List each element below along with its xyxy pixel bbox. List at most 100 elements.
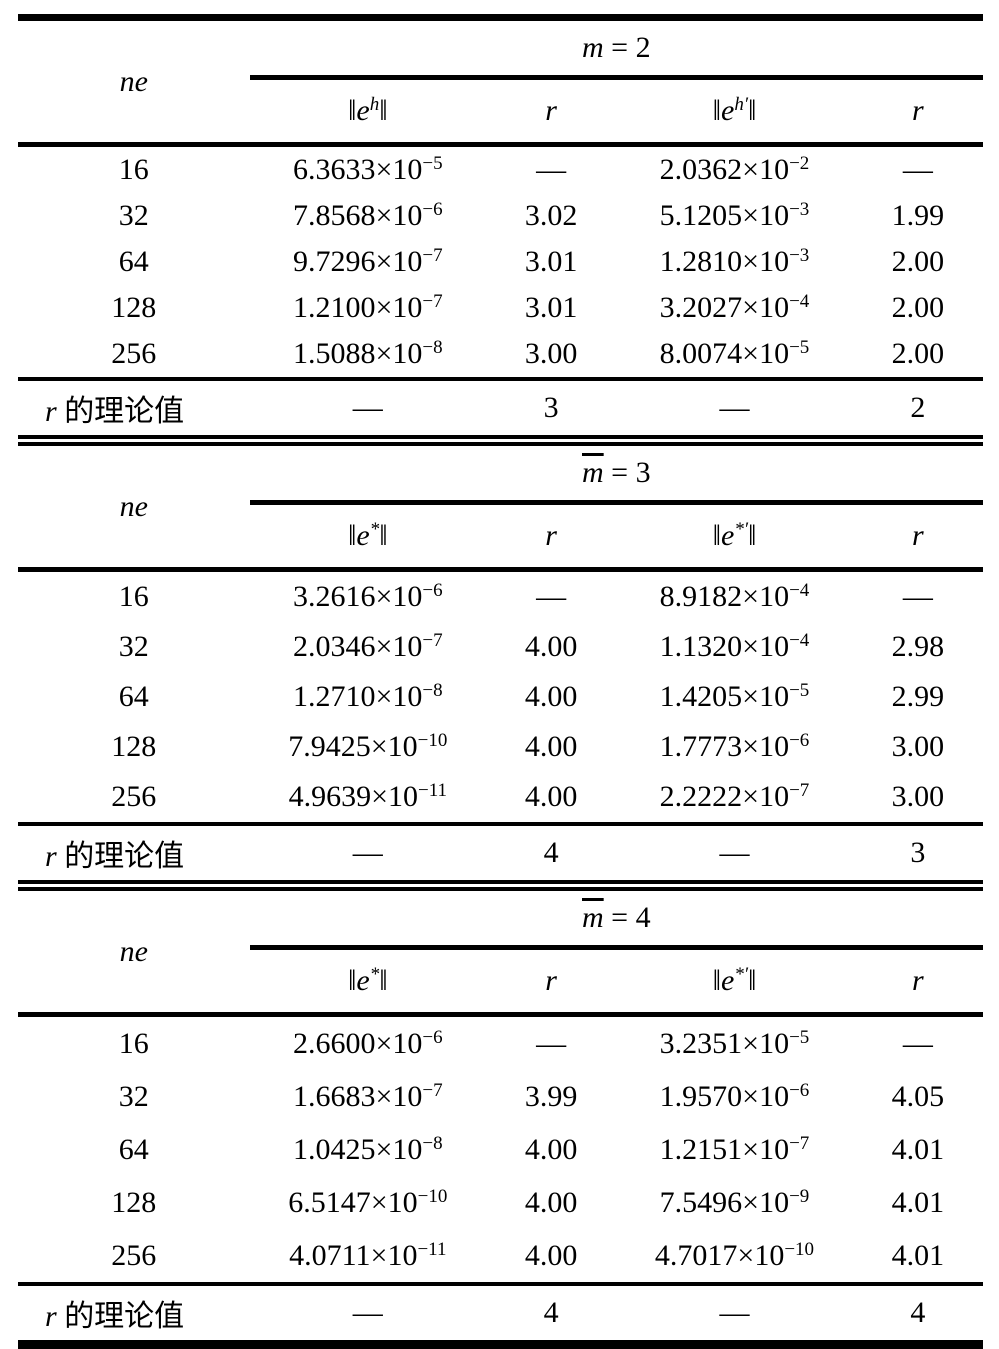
norm-open: ‖ xyxy=(712,519,721,552)
error-norm-value: 1.2710×10−8 xyxy=(292,680,443,713)
error-symbol: e xyxy=(721,964,735,997)
rate-header: r xyxy=(853,503,983,570)
error-norm-value: 2.0362×10−2 xyxy=(616,142,853,193)
error-norm-value: 2.6600×10−6 xyxy=(249,1012,487,1070)
error-norm-value: 1.2151×10−7 xyxy=(659,1132,810,1166)
norm-close: ‖ xyxy=(379,519,388,552)
rate-value: — xyxy=(486,142,617,193)
rate-header: r xyxy=(853,78,983,145)
table-row: 16 6.3633×10−5—2.0362×10−2— xyxy=(18,142,983,193)
table-m2: ne m = 2 ‖eh‖ r ‖eh′‖ r 16 6.3633×10−5—2.… xyxy=(18,14,983,446)
exponent: −6 xyxy=(789,730,810,751)
norm-open: ‖ xyxy=(712,94,721,127)
exponent: −5 xyxy=(789,337,810,358)
table-row: 32 7.8568×10−6 3.02 5.1205×10−3 1.99 xyxy=(18,193,983,239)
theory-value: 4 xyxy=(486,1282,617,1345)
error-norm-value: 7.5496×10−9 xyxy=(659,1185,810,1219)
error-superscript: * xyxy=(369,964,380,985)
rate-value: 3.01 xyxy=(524,245,578,278)
error-norm-value: 6.5147×10−10 xyxy=(288,1185,448,1219)
rate-value: 2.98 xyxy=(891,630,945,663)
error-norm-header: ‖eh‖ xyxy=(250,78,486,145)
exponent: −6 xyxy=(789,1079,810,1101)
exponent: −10 xyxy=(784,1238,815,1260)
theory-label: r 的理论值 xyxy=(18,822,250,886)
table-body: 16 3.2616×10−6—8.9182×10−4—32 2.0346×10−7 4… xyxy=(18,567,983,825)
theory-value: 4 xyxy=(852,1282,983,1345)
theory-value: 3 xyxy=(852,822,983,886)
table-row: 64 1.2710×10−8 4.00 1.4205×10−5 2.99 xyxy=(18,672,983,722)
norm-close: ‖ xyxy=(747,519,757,552)
ne-value: 64 xyxy=(118,680,149,713)
error-symbol: e xyxy=(356,94,370,127)
rate-symbol: r xyxy=(912,519,924,552)
table-mbar3: ne m = 3 ‖e*‖ r ‖e*′‖ r 16 3.2616×10−6—8.… xyxy=(18,446,983,891)
theory-value: 2 xyxy=(852,377,983,441)
exponent: −11 xyxy=(417,1238,447,1260)
exponent: −6 xyxy=(422,580,443,601)
group-variable: m xyxy=(582,901,604,934)
error-norm-value: 1.4205×10−5 xyxy=(659,680,810,713)
exponent: −9 xyxy=(789,1185,810,1207)
rate-value: 3.01 xyxy=(524,291,578,324)
table-header: ne m = 2 ‖eh‖ r ‖eh′‖ r xyxy=(18,17,983,145)
error-superscript: h xyxy=(369,94,380,115)
table-row: 32 1.6683×10−7 3.99 1.9570×10−6 4.05 xyxy=(18,1070,983,1123)
table-header: ne m = 4 ‖e*‖ r ‖e*′‖ r xyxy=(18,891,983,1015)
error-norm-value: 4.9639×10−11 xyxy=(288,780,448,813)
norm-open: ‖ xyxy=(347,519,357,552)
exponent: −5 xyxy=(789,680,810,701)
error-superscript: *′ xyxy=(734,964,748,985)
error-norm-value: 1.9570×10−6 xyxy=(659,1079,810,1113)
exponent: −8 xyxy=(422,337,443,358)
ne-value: 256 xyxy=(111,780,157,813)
norm-close: ‖ xyxy=(747,94,757,127)
error-norm-value: 1.2810×10−3 xyxy=(659,245,810,278)
table-footer: r 的理论值 — 4 — 3 xyxy=(18,822,983,886)
table-row: 64 1.0425×10−8 4.00 1.2151×10−7 4.01 xyxy=(18,1123,983,1176)
rate-value: 4.00 xyxy=(524,1132,578,1166)
theory-label: r 的理论值 xyxy=(18,1282,250,1345)
rate-value: 3.00 xyxy=(891,780,945,813)
theory-value: — xyxy=(616,822,853,886)
ne-column-header: ne xyxy=(18,891,250,1015)
table-footer: r 的理论值 — 4 — 4 xyxy=(18,1282,983,1345)
norm-open: ‖ xyxy=(347,964,357,997)
rate-value: — xyxy=(852,142,983,193)
table-row: 64 9.7296×10−7 3.01 1.2810×10−3 2.00 xyxy=(18,239,983,285)
exponent: −7 xyxy=(422,245,443,266)
ne-value: 256 xyxy=(111,1238,157,1272)
table-row: 128 1.2100×10−7 3.01 3.2027×10−4 2.00 xyxy=(18,285,983,331)
table-header: ne m = 3 ‖e*‖ r ‖e*′‖ r xyxy=(18,446,983,570)
exponent: −8 xyxy=(422,1132,443,1154)
rate-value: 4.00 xyxy=(524,1238,578,1272)
rate-value: 4.00 xyxy=(524,730,578,763)
error-norm-value: 3.2351×10−5 xyxy=(616,1012,853,1070)
norm-close: ‖ xyxy=(747,964,757,997)
group-title: m = 2 xyxy=(249,17,983,80)
theory-value: — xyxy=(616,377,853,441)
error-norm-value: 8.0074×10−5 xyxy=(659,337,810,370)
table-mbar4: ne m = 4 ‖e*‖ r ‖e*′‖ r 16 2.6600×10−6—3.… xyxy=(18,891,983,1349)
exponent: −5 xyxy=(422,153,443,174)
rate-value: 4.05 xyxy=(891,1079,945,1113)
exponent: −11 xyxy=(418,780,448,801)
rate-symbol: r xyxy=(545,94,557,127)
error-superscript: * xyxy=(369,519,380,540)
rate-value: 4.01 xyxy=(891,1238,945,1272)
theory-value: — xyxy=(249,1282,487,1345)
rate-value: 4.00 xyxy=(524,680,578,713)
error-norm-value: 6.3633×10−5 xyxy=(249,142,487,193)
theory-value: 3 xyxy=(486,377,617,441)
rate-header: r xyxy=(486,948,616,1015)
ne-value: 256 xyxy=(111,337,157,370)
table-row: 32 2.0346×10−7 4.00 1.1320×10−4 2.98 xyxy=(18,622,983,672)
norm-open: ‖ xyxy=(712,964,721,997)
rate-value: 4.01 xyxy=(891,1185,945,1219)
ne-value: 16 xyxy=(18,567,250,622)
theory-label-cn: 的理论值 xyxy=(56,1300,185,1333)
error-symbol: e xyxy=(721,94,735,127)
theory-value: 4 xyxy=(486,822,617,886)
table-row: 256 1.5088×10−8 3.00 8.0074×10−5 2.00 xyxy=(18,331,983,379)
error-norm-header: ‖e*‖ xyxy=(250,503,486,570)
